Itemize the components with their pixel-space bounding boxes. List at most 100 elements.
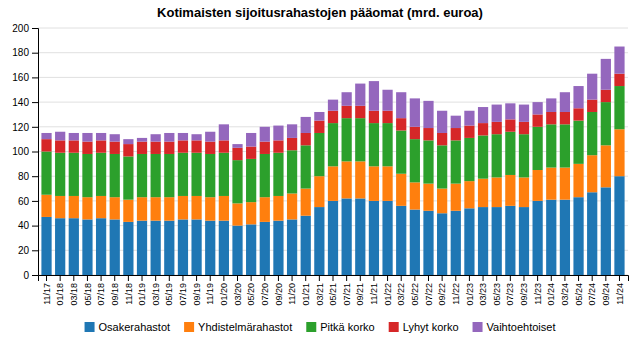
bar-segment (328, 166, 338, 201)
x-tick-mark (333, 275, 334, 281)
bar-segment (301, 216, 311, 275)
bar-segment (301, 189, 311, 216)
x-tick-label: 11/24 (615, 283, 625, 305)
bar-segment (519, 122, 529, 134)
bar-segment (151, 197, 161, 220)
bar-segment (573, 121, 583, 164)
bar-segment (423, 101, 433, 128)
bar-segment (191, 196, 201, 219)
bar-segment (546, 168, 556, 200)
bar-segment (560, 92, 570, 112)
x-tick: 07/23 (505, 275, 515, 306)
bar-segment (505, 206, 515, 275)
bar-segment (41, 139, 51, 151)
bar-segment (328, 123, 338, 166)
x-tick-mark (578, 275, 579, 281)
legend-swatch (473, 322, 483, 332)
bar-segment (314, 176, 324, 207)
x-tick: 03/22 (396, 275, 406, 306)
bar-segment (301, 117, 311, 133)
bar-segment (151, 221, 161, 275)
x-tick: 01/21 (301, 275, 311, 306)
x-tick-label: 09/18 (110, 283, 120, 306)
bar-segment (164, 142, 174, 154)
bar-segment (96, 153, 106, 196)
x-tick-mark (319, 275, 320, 281)
bar-segment (601, 187, 611, 275)
bar-segment (396, 131, 406, 174)
bar-segment (205, 221, 215, 275)
bar-segment (464, 181, 474, 208)
x-tick-mark (360, 275, 361, 281)
bar-segment (423, 211, 433, 275)
legend-label: Osakerahastot (99, 321, 171, 333)
y-tick-mark (32, 28, 38, 29)
bar-segment (191, 134, 201, 140)
x-tick-label: 07/19 (178, 283, 188, 306)
bar-segment (96, 218, 106, 275)
legend-item: Osakerahastot (85, 321, 171, 333)
bar-segment (464, 138, 474, 181)
bar-segment (82, 133, 92, 142)
x-tick-mark (196, 275, 197, 281)
bar-segment (492, 122, 502, 134)
bar-segment (369, 81, 379, 111)
x-tick-label: 11/21 (369, 283, 379, 305)
x-tick-mark (496, 275, 497, 281)
bar-segment (464, 126, 474, 138)
bar-segment (314, 121, 324, 133)
bar-series (41, 47, 624, 148)
bar-segment (342, 92, 352, 106)
bar-segment (478, 123, 488, 135)
bar-segment (355, 161, 365, 198)
bar-segment (437, 213, 447, 275)
x-tick-mark (387, 275, 388, 281)
bar-segment (614, 74, 624, 86)
x-tick: 09/19 (192, 275, 202, 306)
bar-segment (246, 202, 256, 224)
x-tick-label: 05/20 (246, 283, 256, 306)
x-tick-mark (60, 275, 61, 281)
bar-segment (55, 196, 65, 218)
x-tick-mark (537, 275, 538, 281)
x-tick-mark (305, 275, 306, 281)
x-tick: 11/20 (287, 275, 297, 305)
legend: OsakerahastotYhdistelmärahastotPitkä kor… (85, 321, 556, 333)
bar-segment (110, 197, 120, 219)
x-tick-mark (142, 275, 143, 281)
bar-segment (410, 210, 420, 275)
bar-segment (205, 154, 215, 197)
bar-segment (573, 164, 583, 197)
bar-segment (342, 161, 352, 198)
x-tick: 11/19 (205, 275, 215, 305)
x-tick-label: 03/20 (233, 283, 243, 306)
bar-segment (232, 160, 242, 203)
plot: 11/1701/1803/1805/1807/1809/1811/1801/19… (12, 23, 628, 306)
bar-segment (232, 226, 242, 275)
y-tick-mark (32, 226, 38, 227)
x-tick-mark (169, 275, 170, 281)
x-tick: 07/24 (587, 275, 597, 306)
bar-segment (287, 124, 297, 138)
bar-segment (492, 134, 502, 177)
bar-segment (519, 105, 529, 122)
legend-item: Pitkä korko (306, 321, 374, 333)
x-tick-label: 11/19 (205, 283, 215, 305)
legend-item: Lyhyt korko (389, 321, 459, 333)
x-tick-label: 09/19 (192, 283, 202, 306)
x-tick-label: 07/22 (424, 283, 434, 306)
bar-segment (232, 148, 242, 160)
bar-segment (164, 221, 174, 275)
x-tick: 01/23 (465, 275, 475, 306)
x-tick-label: 11/23 (533, 283, 543, 305)
legend-label: Vaihtoehtoiset (487, 321, 556, 333)
bar-segment (287, 150, 297, 193)
x-tick: 11/21 (369, 275, 379, 305)
x-tick: 03/24 (560, 275, 570, 306)
y-tick-mark (32, 77, 38, 78)
x-tick-label: 09/23 (519, 283, 529, 306)
x-tick-label: 11/17 (42, 283, 52, 305)
x-tick-label: 07/20 (260, 283, 270, 306)
y-tick: 120 (12, 122, 38, 133)
x-tick: 05/19 (164, 275, 174, 306)
